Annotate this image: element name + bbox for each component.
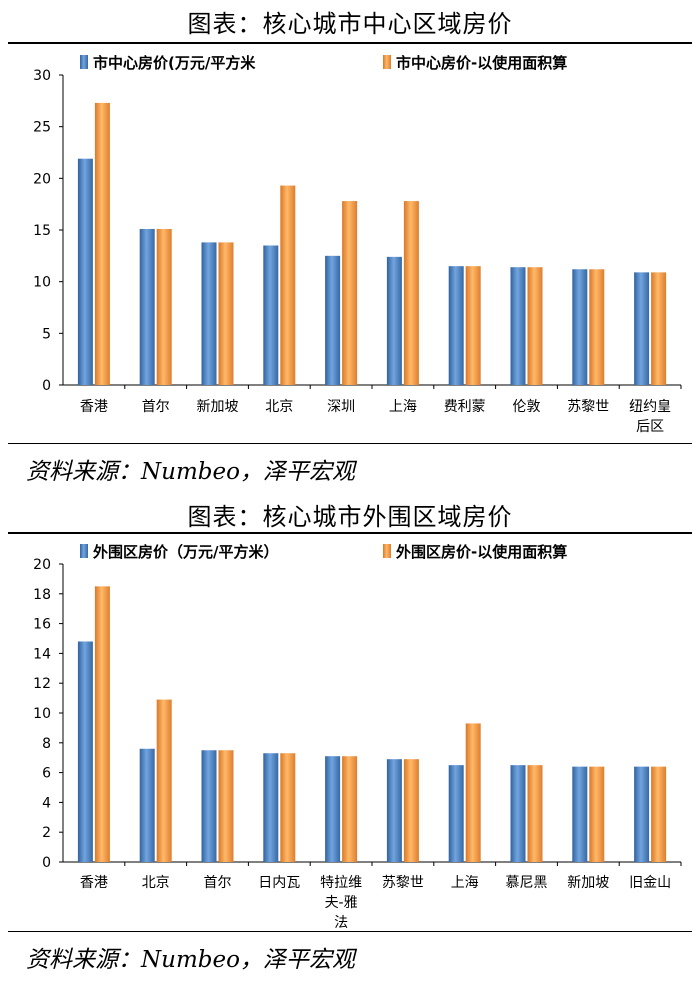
- y-tick-label: 10: [33, 706, 51, 722]
- x-tick-label: 旧金山: [629, 875, 671, 891]
- x-tick-label: 北京: [142, 875, 170, 891]
- bar: [465, 266, 481, 385]
- y-tick-label: 10: [33, 275, 51, 291]
- x-tick-label: 首尔: [204, 875, 232, 891]
- chart-1-bar-chart: 0 5 10 15 20 25 30 香港 首尔 新加坡 北京 深圳 上海 费利蒙 伦敦 苏黎世 纽约皇后区 市中…: [33, 54, 682, 435]
- x-tick-label: 费利蒙: [444, 399, 486, 415]
- bar: [386, 759, 402, 862]
- bar: [77, 641, 93, 862]
- x-tick-label: 深圳: [327, 399, 355, 415]
- legend-label: 外围区房价-以使用面积算: [395, 543, 567, 561]
- chart-2-source: 资料来源：Numbeo，泽平宏观: [26, 947, 355, 973]
- chart-2-bar-chart: 0 2 4 6 8 10 12 14 16 18 20 香港 北京 首尔 日内瓦 特拉维夫-雅法 苏黎世 上海 慕尼…: [33, 543, 682, 930]
- y-tick-label: 0: [42, 855, 51, 871]
- x-tick-label: 香港: [80, 399, 108, 415]
- chart-1-title: 图表：核心城市中心区域房价: [187, 10, 513, 38]
- x-tick-label: 香港: [80, 875, 108, 891]
- bar: [634, 272, 650, 385]
- y-tick-label: 30: [33, 68, 51, 84]
- legend-swatch: [383, 55, 391, 69]
- bar: [651, 766, 667, 862]
- bar: [342, 201, 358, 385]
- bar: [280, 185, 296, 385]
- x-tick-label: 特拉维夫-雅法: [320, 875, 362, 930]
- bar: [510, 765, 526, 862]
- bar: [325, 255, 341, 385]
- chart-1-top-rule: [8, 42, 692, 44]
- chart-2-bottom-rule: [8, 931, 692, 932]
- y-tick-label: 2: [42, 825, 51, 841]
- bar: [218, 242, 234, 385]
- bar: [403, 201, 419, 385]
- x-tick-label: 纽约皇后区: [629, 399, 671, 435]
- x-tick-label: 首尔: [142, 399, 170, 415]
- bar: [527, 267, 543, 385]
- bar: [589, 766, 605, 862]
- chart-2-title: 图表：核心城市外围区域房价: [187, 503, 513, 531]
- bar: [263, 245, 279, 385]
- y-tick-label: 20: [33, 171, 51, 187]
- bar: [448, 765, 464, 862]
- bar: [510, 267, 526, 385]
- bar: [263, 753, 279, 862]
- x-tick-label: 日内瓦: [258, 875, 300, 891]
- bar: [94, 102, 110, 386]
- x-tick-label: 新加坡: [567, 875, 609, 891]
- bar: [634, 766, 650, 862]
- y-tick-label: 15: [33, 223, 51, 239]
- bar: [448, 266, 464, 385]
- y-tick-label: 5: [42, 326, 51, 342]
- bar: [139, 748, 155, 862]
- bar: [465, 723, 481, 862]
- legend-swatch: [80, 544, 88, 558]
- bar: [201, 242, 217, 385]
- bar: [280, 753, 296, 862]
- y-tick-label: 4: [42, 795, 51, 811]
- bar: [156, 228, 172, 385]
- y-tick-label: 18: [33, 587, 51, 603]
- bar: [403, 759, 419, 862]
- bar: [218, 750, 234, 862]
- x-tick-label: 慕尼黑: [506, 875, 548, 891]
- bar: [342, 756, 358, 862]
- bar: [589, 269, 605, 385]
- legend-label: 外围区房价（万元/平方米）: [92, 543, 278, 561]
- chart-1-bottom-rule: [8, 443, 692, 444]
- bar: [572, 766, 588, 862]
- y-tick-label: 12: [33, 676, 51, 692]
- legend-swatch: [80, 55, 88, 69]
- bar: [94, 586, 110, 862]
- y-tick-label: 16: [33, 617, 51, 633]
- x-tick-label: 上海: [451, 875, 479, 891]
- bar: [77, 158, 93, 385]
- bar: [139, 228, 155, 385]
- x-tick-label: 上海: [389, 399, 417, 415]
- x-tick-label: 苏黎世: [382, 875, 424, 891]
- legend-label: 市中心房价-以使用面积算: [396, 54, 567, 72]
- y-tick-label: 25: [33, 120, 51, 136]
- bar: [572, 269, 588, 385]
- bar: [651, 272, 667, 385]
- chart-2-top-rule: [8, 532, 692, 534]
- y-tick-label: 20: [33, 557, 51, 573]
- x-tick-label: 北京: [265, 399, 293, 415]
- x-tick-label: 新加坡: [197, 399, 239, 415]
- y-tick-label: 14: [33, 646, 51, 662]
- legend-label: 市中心房价(万元/平方米: [93, 54, 256, 72]
- y-tick-label: 0: [42, 378, 51, 394]
- bar: [527, 765, 543, 862]
- bar: [325, 756, 341, 862]
- chart-1-source: 资料来源：Numbeo，泽平宏观: [26, 459, 355, 485]
- legend-swatch: [383, 544, 391, 558]
- y-tick-label: 8: [42, 736, 51, 752]
- x-tick-label: 伦敦: [513, 399, 541, 415]
- x-tick-label: 苏黎世: [567, 399, 609, 415]
- bar: [386, 256, 402, 385]
- bar: [156, 699, 172, 862]
- bar: [201, 750, 217, 862]
- y-tick-label: 6: [42, 766, 51, 782]
